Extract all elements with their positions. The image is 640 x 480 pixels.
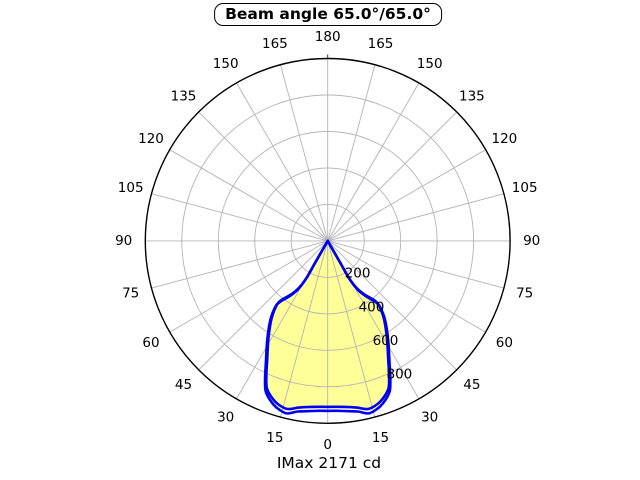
chart-title: Beam angle 65.0°/65.0° [214,3,442,26]
radial-tick-label: 400 [359,299,385,315]
grid-circle [290,203,365,278]
radial-tick-label: 600 [373,333,399,349]
angle-tick-label: 150 [213,56,239,72]
grid-circle [181,94,475,388]
angle-tick-label: 45 [175,377,192,393]
grid-spoke [327,82,420,242]
angle-tick-label: 90 [523,233,540,249]
angle-tick-label: 120 [138,131,164,147]
radial-tick-label: 800 [387,367,413,383]
grid-circle [217,131,438,351]
angle-tick-label: 75 [122,286,139,302]
grid-spoke [236,82,329,242]
angle-tick-label: 90 [115,233,132,249]
grid-circle [254,167,402,315]
angle-tick-label: 30 [217,410,234,426]
angle-tick-label: 180 [315,29,341,45]
angle-tick-label: 105 [118,180,144,196]
grid-spoke [327,240,458,371]
angle-tick-label: 120 [492,131,518,147]
angle-tick-label: 60 [496,335,513,351]
angle-tick-label: 105 [512,180,538,196]
grid-spoke [151,193,328,242]
grid-spoke [169,149,328,242]
radial-tick-label: 200 [345,266,371,282]
grid-spoke [327,149,486,242]
angle-tick-label: 15 [266,430,283,446]
grid-spoke [327,240,486,333]
grid-spoke [280,64,329,242]
grid-spoke [151,240,328,289]
angle-tick-label: 45 [463,377,480,393]
angle-tick-label: 30 [421,410,438,426]
angle-tick-label: 150 [417,56,443,72]
angle-tick-label: 15 [372,430,389,446]
imax-label: IMax 2171 cd [276,454,382,472]
angle-tick-label: 165 [262,36,288,52]
angle-tick-label: 60 [142,335,159,351]
grid-spoke [327,111,458,242]
angle-tick-label: 75 [516,286,533,302]
grid-spoke [198,111,329,242]
grid-spoke [198,240,329,371]
grid-spoke [280,240,329,418]
grid-spoke [327,193,505,242]
angle-tick-label: 135 [171,89,197,105]
angle-tick-label: 0 [323,437,332,453]
grid-spoke [169,240,328,333]
angle-tick-label: 165 [368,36,394,52]
grid-spoke [327,240,505,289]
grid-spoke [327,240,376,418]
angle-tick-label: 135 [459,89,485,105]
grid-spoke [327,64,376,242]
beam-curve-inner [264,239,391,411]
